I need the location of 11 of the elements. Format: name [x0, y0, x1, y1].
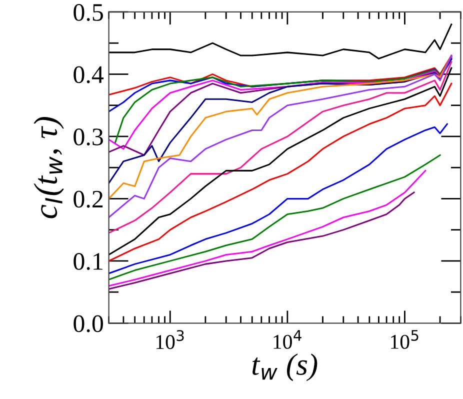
y-axis-title: c$_{I}$(t$_{w}$, τ): [34, 116, 64, 218]
y-tick-label: 0.0: [74, 315, 103, 332]
y-tick-label: 0.3: [74, 128, 103, 146]
x-tick-label: 10$^{3}$: [156, 330, 184, 350]
y-tick-label: 0.4: [74, 66, 104, 84]
x-axis-title: t$_{w}$ (s): [252, 353, 318, 382]
y-tick-label: 0.5: [74, 4, 103, 21]
x-tick-label: 10$^{5}$: [391, 330, 418, 349]
y-tick-label: 0.1: [74, 252, 102, 270]
y-tick-label: 0.2: [74, 190, 103, 208]
x-tick-label: 10$^{4}$: [274, 330, 302, 349]
